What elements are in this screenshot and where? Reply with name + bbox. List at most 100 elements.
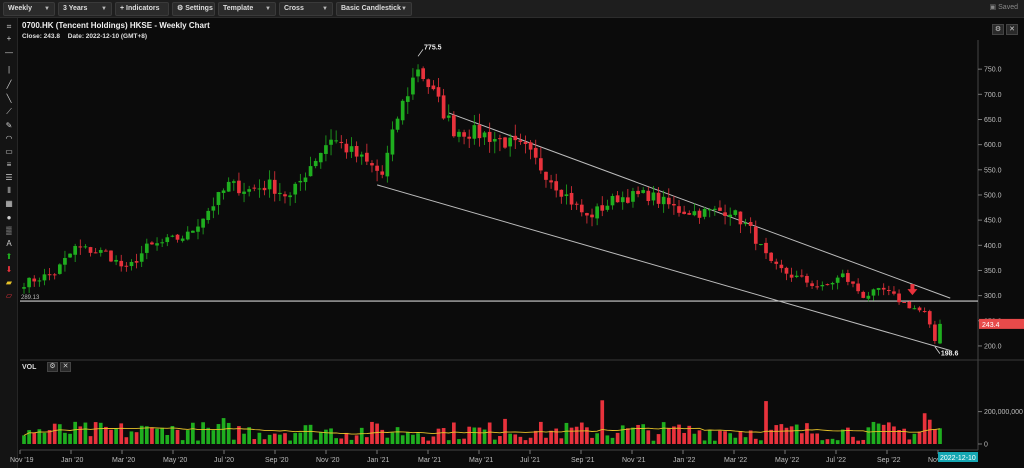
volume-bar [579,422,584,444]
candlestick [462,129,466,145]
price-tick-label: 450.0 [984,218,1002,225]
candlestick [600,196,605,217]
volume-bar [544,437,548,444]
candle-body [288,195,292,198]
extended-line-icon[interactable]: ⟋ [6,107,12,116]
range-dropdown[interactable]: 3 Years ▼ [58,2,112,16]
volume-bar [876,423,881,444]
volume-bar [861,439,866,444]
pointer-tool-icon[interactable]: + [6,34,12,43]
candle-body [462,132,466,137]
candle-body [93,252,98,254]
candlestick [365,143,369,165]
gann-icon[interactable]: ☰ [5,173,13,182]
candlestick [211,197,216,219]
text-tool-icon[interactable]: A [6,239,12,248]
candle-body [365,152,369,162]
brush-icon[interactable]: ▒ [6,226,12,235]
volume-bar [779,424,784,444]
eraser-icon[interactable]: ▱ [5,291,13,300]
volume-close-icon[interactable]: ✕ [60,362,71,372]
indicators-button[interactable]: + Indicators [115,2,169,16]
chart-title: 0700.HK (Tencent Holdings) HKSE - Weekly… [22,21,210,30]
volume-bar [252,439,257,444]
volume-bar [452,422,456,444]
chart-settings-icon[interactable]: ⚙ [992,24,1004,35]
candle-body [308,166,313,177]
volume-label: VOL [22,364,37,371]
volume-bar [666,427,671,444]
volume-bar [917,431,922,444]
candle-body [395,118,400,130]
close-icon[interactable]: ✕ [1006,24,1018,35]
vertical-line-icon[interactable]: | [7,65,11,74]
candle-body [498,138,502,140]
candlestick [886,285,891,296]
candle-body [851,281,855,284]
candle-body [615,195,620,203]
highlighter-icon[interactable]: ▰ [5,278,13,287]
candle-body [907,301,912,309]
channel-icon[interactable]: ⫴ [7,186,11,195]
candle-body [513,135,518,141]
trend-line-icon[interactable]: ╱ [6,80,12,89]
rectangle-icon[interactable]: ▭ [5,147,13,156]
interval-dropdown[interactable]: Weekly ▼ [3,2,55,16]
volume-bar [712,440,717,444]
candle-body [933,324,937,341]
volume-bar [278,434,282,444]
candle-body [492,139,497,142]
candle-body [185,231,190,240]
candlestick [426,78,431,94]
volume-bar [303,425,308,444]
candlestick [329,129,333,156]
candle-body [794,275,799,278]
horizontal-line-icon[interactable]: — [5,48,13,57]
volume-bar [856,440,860,444]
volume-bar [339,438,344,444]
close-value: Close: 243.8 [22,33,60,40]
candle-body [738,211,743,225]
arrow-up-icon[interactable]: ⬆ [5,252,13,261]
template-dropdown[interactable]: Template ▼ [218,2,276,16]
candlestick [349,137,354,158]
candle-body [574,203,579,205]
candle-body [682,211,686,214]
candlestick [206,207,211,224]
crosshair-tool-icon[interactable]: ⌗ [6,22,12,31]
time-tick-label: Nov '20 [316,457,340,464]
crosshair-dropdown[interactable]: Cross ▼ [279,2,333,16]
pencil-icon[interactable]: ✎ [5,121,13,130]
volume-bar [380,429,385,444]
candlestick [93,247,98,254]
candle-body [385,152,390,177]
volume-bar [359,427,364,444]
candlestick [774,258,779,270]
candlestick [288,192,292,206]
candlestick [324,135,328,162]
chart-style-dropdown[interactable]: Basic Candlestick ▼ [336,2,412,16]
grid-icon[interactable]: ▦ [5,199,13,208]
volume-bar [293,433,298,444]
candlestick [626,188,630,204]
candle-body [22,287,26,289]
ray-line-icon[interactable]: ╲ [6,94,12,103]
ellipse-icon[interactable]: ● [6,213,12,222]
support-level-label: 289.13 [21,295,40,301]
candlestick [528,140,533,160]
settings-button[interactable]: ⚙ Settings [172,2,215,16]
volume-bar [851,436,855,444]
candlestick [32,275,37,287]
arc-icon[interactable]: ◠ [5,134,13,143]
price-tick-label: 350.0 [984,268,1002,275]
candlestick [252,184,257,192]
volume-bar [354,435,359,444]
volume-settings-icon[interactable]: ⚙ [47,362,58,372]
candlestick [661,190,666,213]
candle-body [626,197,630,203]
candle-body [324,145,328,154]
arrow-down-icon[interactable]: ⬇ [5,265,13,274]
volume-bar [574,426,579,444]
fibonacci-icon[interactable]: ≡ [6,160,12,169]
